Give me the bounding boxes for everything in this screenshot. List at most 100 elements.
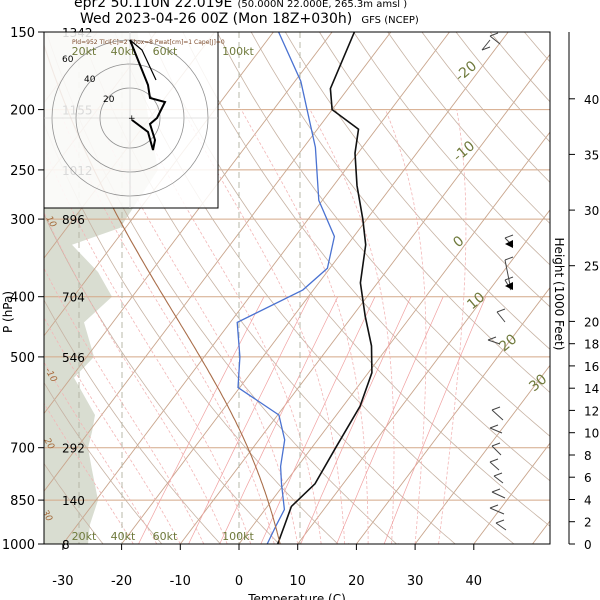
wind-barb — [495, 522, 507, 531]
hodograph-speed-label: 20kt — [72, 45, 97, 58]
height-tick-label: 40 — [584, 93, 599, 107]
mixing-ratio-line — [260, 296, 376, 544]
wind-barb-flag — [491, 488, 501, 493]
height-tick-label: 25 — [584, 260, 599, 274]
isotherm-line — [414, 364, 550, 544]
moist-adiabat — [44, 361, 158, 544]
height-label: 896 — [62, 213, 85, 227]
dry-adiabat — [80, 32, 456, 544]
pressure-tick-label: 400 — [10, 291, 35, 306]
dry-adiabat — [114, 32, 515, 544]
mixing-ratio-line — [336, 296, 444, 544]
wind-barb — [481, 39, 491, 51]
pressure-tick-label: 850 — [10, 494, 35, 509]
hodograph-frame — [43, 31, 219, 209]
dry-adiabat — [319, 32, 550, 308]
moist-adiabat — [309, 109, 395, 544]
isotherm-line — [591, 32, 600, 544]
hodograph-ring-label: 40 — [84, 75, 96, 85]
indices-text: Pld=952 TlcI[C]=2 Shox=8 Pwat[cm]=1 Cape… — [72, 39, 225, 46]
moist-adiabat — [385, 109, 427, 544]
wind-pennant — [505, 240, 513, 248]
height-tick-label: 12 — [584, 404, 599, 418]
wind-barb — [489, 35, 501, 45]
height-label: 292 — [62, 442, 85, 456]
height-tick-label: 2 — [584, 516, 592, 530]
hodograph-ring-label: 60 — [62, 55, 74, 65]
isotherm-line — [121, 32, 509, 544]
speed-label: 20kt — [72, 530, 97, 543]
pressure-tick-label: 1000 — [2, 538, 35, 553]
temperature-tick-label: 30 — [407, 574, 424, 589]
height-tick-label: 6 — [584, 471, 592, 485]
hodograph-speed-label: 40kt — [111, 45, 136, 58]
dry-adiabat — [387, 32, 550, 225]
wind-barb-flag — [504, 234, 514, 239]
adiabat-label: 20 — [41, 437, 56, 452]
height-tick-label: 16 — [584, 360, 599, 374]
dry-adiabat — [45, 32, 397, 544]
height-tick-label: 30 — [584, 204, 599, 218]
pressure-tick-label: 500 — [10, 351, 35, 366]
temperature-tick-label: 40 — [466, 574, 483, 589]
wind-barb-flag — [489, 424, 499, 429]
height-tick-label: 20 — [584, 315, 599, 329]
isotherm-line — [473, 442, 550, 544]
moist-adiabat — [134, 109, 322, 544]
height-label: 546 — [62, 351, 85, 365]
height-label: 704 — [62, 291, 85, 305]
temperature-tick-label: -20 — [111, 574, 132, 589]
mixing-ratio-label: 1 — [144, 545, 154, 557]
wind-barb-flag — [487, 336, 497, 341]
isotherm-label: 10 — [464, 289, 488, 313]
pressure-tick-label: 150 — [10, 26, 35, 41]
height-tick-label: 35 — [584, 148, 599, 162]
height-tick-label: 8 — [584, 449, 592, 463]
mixing-ratio-line — [383, 296, 487, 544]
wind-pennant — [505, 282, 513, 290]
height-tick-label: 14 — [584, 382, 599, 396]
dry-adiabat — [353, 32, 550, 266]
moist-adiabat — [438, 109, 467, 544]
wind-barb-flag — [493, 472, 503, 477]
adiabat-label: 10 — [43, 215, 58, 230]
mixing-ratio-label: 12 — [340, 542, 355, 557]
isotherm-line — [44, 32, 392, 493]
storm-motion-marker: + — [128, 114, 136, 124]
mixing-ratio-label: 3 — [224, 545, 234, 557]
pressure-tick-label: 200 — [10, 104, 35, 119]
wind-barb-flag — [504, 256, 514, 261]
moist-adiabat — [93, 109, 299, 544]
wind-barb — [496, 311, 506, 323]
isotherm-label: 0 — [450, 233, 467, 251]
temperature-tick-label: 0 — [235, 574, 243, 589]
speed-label: 40kt — [111, 530, 136, 543]
moist-adiabat — [182, 109, 346, 544]
temperature-profile — [276, 32, 373, 544]
mixing-ratio-line — [219, 296, 339, 544]
dewpoint-profile — [236, 32, 336, 544]
isotherm-line — [62, 32, 450, 544]
mixing-ratio-label: 5 — [265, 545, 275, 557]
dry-adiabat — [148, 32, 550, 527]
height-tick-label: 4 — [584, 494, 592, 508]
dry-adiabat — [216, 32, 550, 437]
header-line2: Wed 2023-04-26 00Z (Mon 18Z+030h) GFS (N… — [80, 8, 419, 27]
temperature-tick-label: 10 — [289, 574, 306, 589]
mixing-ratio-label: 8 — [305, 545, 315, 557]
wind-barb-flag — [491, 442, 501, 447]
wind-barb — [489, 427, 503, 434]
parcel-profile — [44, 43, 281, 544]
wind-barb-flag — [504, 276, 514, 281]
wind-barb — [491, 409, 504, 421]
height-tick-label: 0 — [584, 538, 592, 552]
isotherm-label: -20 — [452, 58, 480, 85]
plot-frame — [43, 31, 551, 545]
wind-barb-flag — [496, 308, 506, 313]
wind-barb — [493, 475, 504, 484]
temperature-axis-label: Temperature (C) — [247, 592, 346, 600]
speed-label: 100kt — [222, 530, 254, 543]
mixing-ratio-line — [188, 296, 310, 544]
dry-adiabat — [44, 299, 221, 544]
dry-adiabat — [44, 462, 104, 544]
